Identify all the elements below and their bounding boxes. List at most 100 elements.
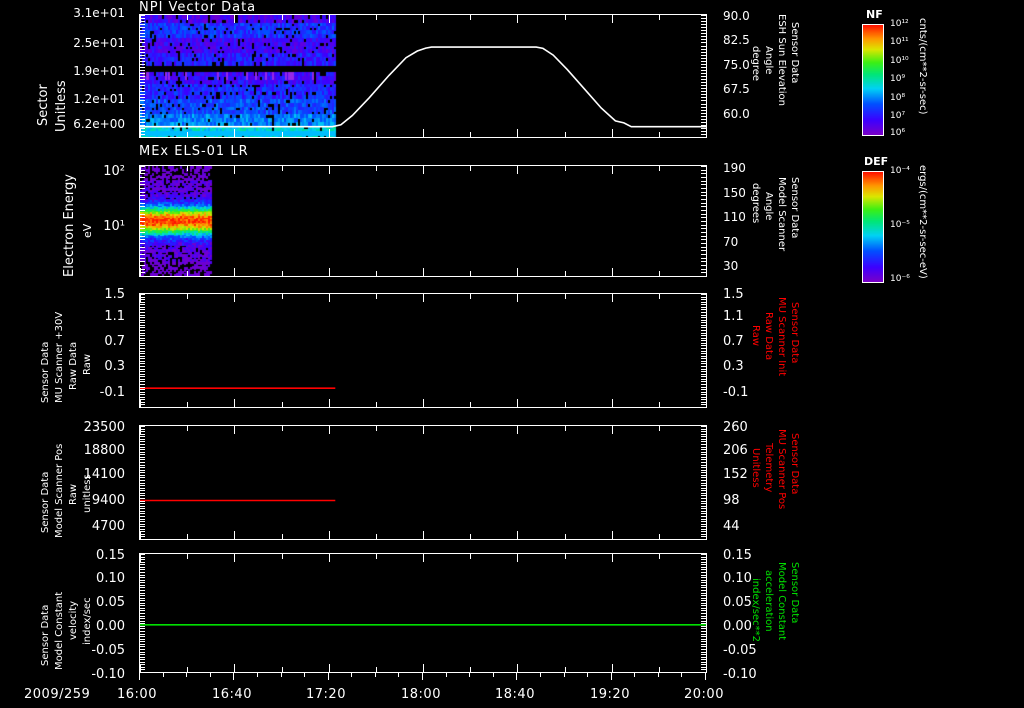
p3-right-axis-title-2: Raw Data [763,312,774,361]
p4-rytick-0: 260 [723,420,748,435]
els-spectrogram [140,166,706,276]
p4-rytick-2: 152 [723,467,748,482]
p5-ytick-3: 0.00 [96,619,125,634]
p4-right-axis-title-3: Unitless [750,448,761,488]
p2-rytick-3: 70 [723,235,739,249]
colorbar-els [862,171,884,283]
p3-ytick-4: -0.1 [99,385,125,400]
colorbar-npi-label: NF [866,8,883,21]
p1-rytick-0: 90.0 [723,9,750,23]
time-tick-5: 19:20 [590,687,630,702]
p5-right-axis-title-1: Model Constant [776,562,787,641]
p4-right-axis-title-0: Sensor Data [789,433,800,495]
p1-right-axis-title-3: degree [750,46,761,82]
cb2-tick-0: 10⁻⁴ [890,166,910,176]
p3-ytick-1: 1.1 [104,309,125,324]
p2-rytick-1: 150 [723,186,746,200]
p5-rytick-3: 0.00 [723,619,752,634]
colorbar-els-label: DEF [864,155,889,168]
p5-rytick-0: 0.15 [723,548,752,563]
p4-rytick-4: 44 [723,519,740,534]
p4-ytick-1: 18800 [83,443,125,458]
panel-title-els: MEx ELS-01 LR [139,144,249,159]
p2-ytick-1: 10¹ [103,219,125,234]
colorbar-npi-units: cnts/(cm**2-sr-sec) [917,18,928,115]
p2-right-axis-title-2: Angle [763,192,774,221]
time-tick-4: 18:40 [495,687,535,702]
p2-rytick-4: 30 [723,259,739,273]
p1-right-axis-title-1: ESH Sun Elevation [776,14,787,107]
p4-left-axis-title-3: unitless [82,474,93,513]
cb2-tick-1: 10⁻⁵ [890,220,910,230]
p5-right-axis-title-0: Sensor Data [789,562,800,624]
p3-right-axis-title-1: MU Scanner Init [776,297,787,377]
colorbar-els-units: ergs/(cm**2-sr-sec-eV) [917,165,928,279]
p3-right-axis-title-3: Raw [750,325,761,347]
p2-left-axis-title-1: eV [81,223,94,238]
time-tick-6: 20:00 [684,687,724,702]
p2-rytick-0: 190 [723,161,746,175]
time-tick-3: 18:00 [401,687,441,702]
time-tick-0: 16:00 [117,687,157,702]
colorbar-npi [862,24,884,136]
p5-ytick-2: 0.05 [96,595,125,610]
p3-rytick-3: 0.3 [723,359,744,374]
p3-ytick-0: 1.5 [104,287,125,302]
p2-rytick-2: 110 [723,210,746,224]
time-axis-tickrow [139,673,707,681]
p4-rytick-1: 206 [723,443,748,458]
p5-left-axis-title-3: index/sec [82,597,93,645]
cb2-tick-2: 10⁻⁶ [890,274,910,284]
p4-right-axis-title-2: Telemetry [763,443,774,493]
p1-left-axis-title-0: Sector [36,84,51,126]
p5-ytick-5: -0.10 [91,667,125,682]
p5-rytick-2: 0.05 [723,595,752,610]
p5-ytick-0: 0.15 [96,548,125,563]
cb1-tick-2: 10¹⁰ [890,56,909,66]
p5-left-axis-title-0: Sensor Data [40,604,51,666]
p3-left-axis-title-1: MU Scanner +30V [54,311,65,403]
p4-ytick-2: 14100 [83,467,125,482]
p4-left-axis-title-2: Raw [68,483,79,505]
p3-left-axis-title-0: Sensor Data [40,341,51,403]
p4-ytick-3: 9400 [91,493,125,508]
p4-left-axis-title-0: Sensor Data [40,471,51,533]
colorbar-npi-gradient [863,25,883,135]
p4-rytick-3: 98 [723,493,740,508]
p2-right-axis-title-1: Model Scanner [776,177,787,252]
cb1-tick-4: 10⁸ [890,93,906,103]
panel-model-scanner-pos [139,425,707,540]
time-axis-date: 2009/259 [24,687,91,702]
p4-ytick-0: 23500 [83,420,125,435]
panel-mex-els-01-lr [139,165,707,277]
p4-ytick-4: 4700 [91,519,125,534]
p3-ytick-2: 0.7 [104,334,125,349]
panel-model-constant-velocity [139,553,707,673]
p3-ytick-3: 0.3 [104,359,125,374]
p5-rytick-4: -0.05 [723,643,757,658]
p5-left-axis-title-1: Model Constant [54,591,65,670]
cb1-tick-3: 10⁹ [890,74,906,84]
p1-rytick-3: 67.5 [723,82,750,96]
p1-ytick-3: 1.2e+01 [73,92,125,106]
mu-scanner-init-raw-line [140,387,336,389]
p1-left-axis-title-1: Unitless [54,80,69,132]
p1-right-axis-title-0: Sensor Data [789,22,800,84]
p3-rytick-1: 1.1 [723,309,744,324]
p2-ytick-0: 10² [103,164,125,179]
p4-left-axis-title-1: Model Scanner Pos [54,443,65,538]
panel-npi-vector-data [139,14,707,138]
colorbar-els-gradient [863,172,883,282]
time-tick-2: 17:20 [306,687,346,702]
panel-mu-scanner-30v [139,293,707,408]
model-constant-acceleration-line [140,624,706,626]
p5-ytick-1: 0.10 [96,571,125,586]
p3-right-axis-title-0: Sensor Data [789,302,800,364]
p1-right-axis-title-2: Angle [763,46,774,75]
p5-rytick-5: -0.10 [723,667,757,682]
p3-rytick-4: -0.1 [723,385,749,400]
p5-left-axis-title-2: velocity [68,600,79,640]
p5-right-axis-title-3: index/sec**2 [750,578,761,642]
p1-ytick-4: 6.2e+00 [73,117,125,131]
